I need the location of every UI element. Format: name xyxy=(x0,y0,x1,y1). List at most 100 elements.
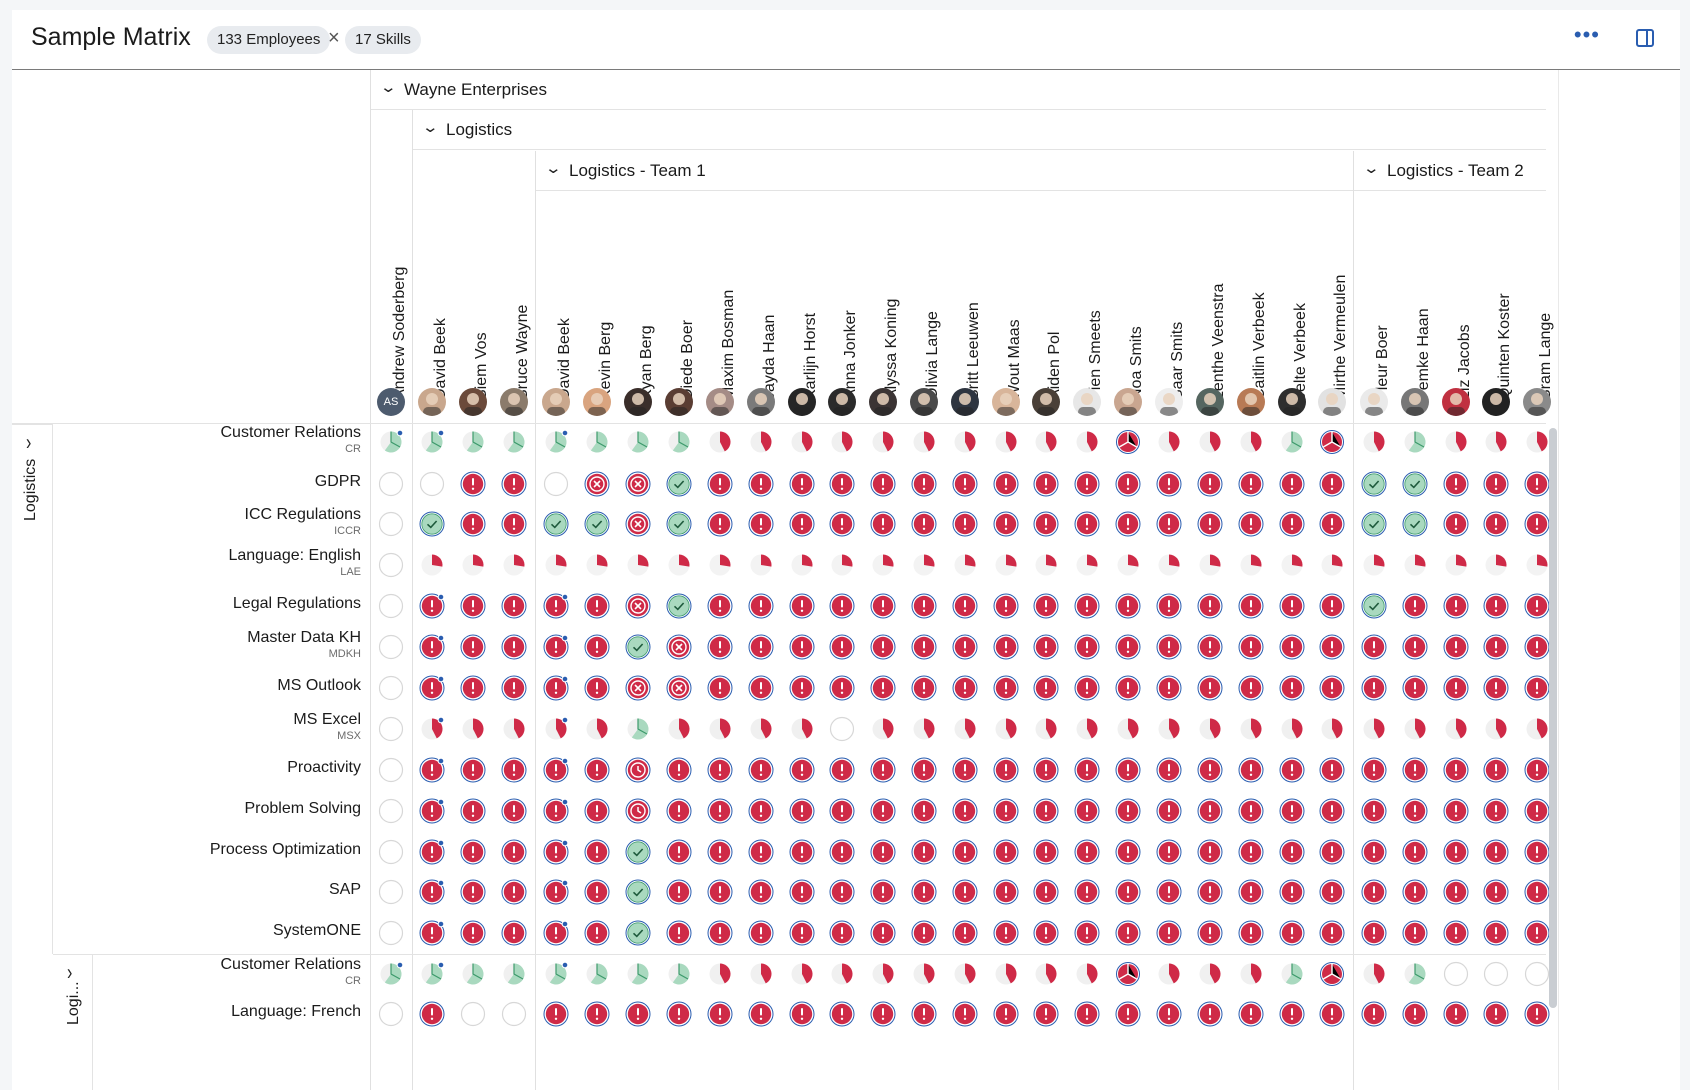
alert-icon[interactable] xyxy=(789,593,815,619)
alert-icon[interactable] xyxy=(1156,879,1182,905)
alert-icon[interactable] xyxy=(460,471,486,497)
alert-icon[interactable] xyxy=(707,798,733,824)
alert-icon[interactable] xyxy=(829,634,855,660)
progress-pie-icon[interactable] xyxy=(1197,716,1223,742)
alert-icon[interactable] xyxy=(789,675,815,701)
alert-icon[interactable] xyxy=(543,634,569,660)
progress-pie-icon[interactable] xyxy=(1115,716,1141,742)
avatar[interactable] xyxy=(951,388,979,416)
alert-icon[interactable] xyxy=(1156,798,1182,824)
avatar[interactable] xyxy=(747,388,775,416)
progress-pie-icon[interactable] xyxy=(1156,429,1182,455)
alert-icon[interactable] xyxy=(789,879,815,905)
alert-icon[interactable] xyxy=(419,593,445,619)
avatar[interactable] xyxy=(828,388,856,416)
alert-icon[interactable] xyxy=(1402,920,1428,946)
alert-icon[interactable] xyxy=(460,757,486,783)
alert-icon[interactable] xyxy=(952,675,978,701)
progress-pie-icon[interactable] xyxy=(1238,961,1264,987)
cross-icon[interactable] xyxy=(584,471,610,497)
progress-pie-icon[interactable] xyxy=(543,552,569,578)
check-icon[interactable] xyxy=(1402,511,1428,537)
alert-icon[interactable] xyxy=(1402,1001,1428,1027)
alert-icon[interactable] xyxy=(1238,920,1264,946)
team-pie-icon[interactable] xyxy=(1115,961,1141,987)
alert-icon[interactable] xyxy=(993,920,1019,946)
alert-icon[interactable] xyxy=(1074,879,1100,905)
team-pie-icon[interactable] xyxy=(1319,961,1345,987)
alert-icon[interactable] xyxy=(1238,511,1264,537)
alert-icon[interactable] xyxy=(911,511,937,537)
alert-icon[interactable] xyxy=(911,798,937,824)
avatar[interactable] xyxy=(583,388,611,416)
cross-icon[interactable] xyxy=(625,471,651,497)
check-icon[interactable] xyxy=(419,511,445,537)
avatar[interactable] xyxy=(1523,388,1551,416)
alert-icon[interactable] xyxy=(1115,798,1141,824)
progress-pie-icon[interactable] xyxy=(625,552,651,578)
alert-icon[interactable] xyxy=(952,839,978,865)
alert-icon[interactable] xyxy=(460,798,486,824)
progress-pie-icon[interactable] xyxy=(1033,961,1059,987)
empty-icon[interactable] xyxy=(378,798,404,824)
progress-pie-icon[interactable] xyxy=(870,429,896,455)
alert-icon[interactable] xyxy=(1443,798,1469,824)
alert-icon[interactable] xyxy=(748,1001,774,1027)
alert-icon[interactable] xyxy=(1483,757,1509,783)
progress-pie-icon[interactable] xyxy=(1361,429,1387,455)
alert-icon[interactable] xyxy=(952,511,978,537)
alert-icon[interactable] xyxy=(748,920,774,946)
group-header-team1[interactable]: ⌄ Logistics - Team 1 xyxy=(535,151,1353,191)
progress-pie-icon[interactable] xyxy=(666,429,692,455)
progress-pie-icon[interactable] xyxy=(666,552,692,578)
progress-pie-icon[interactable] xyxy=(1361,961,1387,987)
progress-pie-icon[interactable] xyxy=(1279,429,1305,455)
alert-icon[interactable] xyxy=(993,471,1019,497)
more-horizontal-icon[interactable]: ••• xyxy=(1573,22,1600,47)
empty-icon[interactable] xyxy=(501,1001,527,1027)
alert-icon[interactable] xyxy=(911,675,937,701)
progress-pie-icon[interactable] xyxy=(1361,552,1387,578)
alert-icon[interactable] xyxy=(952,757,978,783)
progress-pie-icon[interactable] xyxy=(1524,552,1550,578)
progress-pie-icon[interactable] xyxy=(993,552,1019,578)
alert-icon[interactable] xyxy=(1319,1001,1345,1027)
alert-icon[interactable] xyxy=(419,879,445,905)
alert-icon[interactable] xyxy=(1524,757,1550,783)
empty-icon[interactable] xyxy=(378,552,404,578)
empty-icon[interactable] xyxy=(1443,961,1469,987)
progress-pie-icon[interactable] xyxy=(911,429,937,455)
alert-icon[interactable] xyxy=(501,593,527,619)
check-icon[interactable] xyxy=(666,471,692,497)
alert-icon[interactable] xyxy=(1361,1001,1387,1027)
empty-icon[interactable] xyxy=(378,1001,404,1027)
progress-pie-icon[interactable] xyxy=(584,429,610,455)
alert-icon[interactable] xyxy=(1279,634,1305,660)
progress-pie-icon[interactable] xyxy=(1197,552,1223,578)
alert-icon[interactable] xyxy=(460,634,486,660)
alert-icon[interactable] xyxy=(870,1001,896,1027)
progress-pie-icon[interactable] xyxy=(789,961,815,987)
progress-pie-icon[interactable] xyxy=(625,716,651,742)
alert-icon[interactable] xyxy=(419,839,445,865)
alert-icon[interactable] xyxy=(789,798,815,824)
alert-icon[interactable] xyxy=(666,920,692,946)
alert-icon[interactable] xyxy=(1156,1001,1182,1027)
alert-icon[interactable] xyxy=(1483,920,1509,946)
progress-pie-icon[interactable] xyxy=(1156,552,1182,578)
alert-icon[interactable] xyxy=(911,839,937,865)
alert-icon[interactable] xyxy=(829,675,855,701)
alert-icon[interactable] xyxy=(1443,593,1469,619)
alert-icon[interactable] xyxy=(870,634,896,660)
alert-icon[interactable] xyxy=(1115,1001,1141,1027)
alert-icon[interactable] xyxy=(952,798,978,824)
avatar[interactable] xyxy=(542,388,570,416)
vertical-scrollbar[interactable] xyxy=(1549,428,1557,1008)
progress-pie-icon[interactable] xyxy=(829,961,855,987)
progress-pie-icon[interactable] xyxy=(1402,429,1428,455)
alert-icon[interactable] xyxy=(1074,675,1100,701)
skill-row-label[interactable]: ICC Regulations ICCR xyxy=(72,506,362,537)
progress-pie-icon[interactable] xyxy=(419,716,445,742)
progress-pie-icon[interactable] xyxy=(707,552,733,578)
alert-icon[interactable] xyxy=(584,634,610,660)
